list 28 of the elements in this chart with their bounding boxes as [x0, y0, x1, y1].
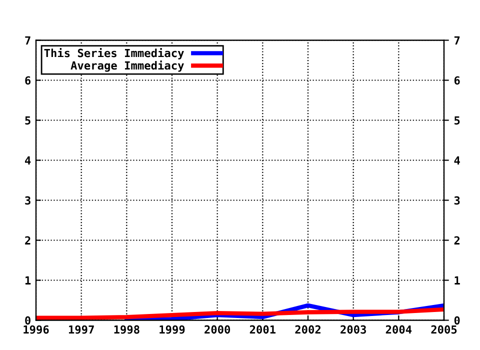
y-tick-label: 5 [25, 116, 30, 125]
x-tick-label: 1998 [114, 325, 140, 334]
y-tick-label: 6 [25, 76, 31, 85]
y-tick-label: 2 [25, 236, 30, 244]
x-tick-label: 1996 [24, 325, 49, 334]
y2-tick-label: 4 [454, 156, 460, 164]
legend-label: This Series Immediacy [44, 48, 184, 60]
y2-tick-label: 1 [454, 276, 460, 284]
y-tick-label: 4 [25, 156, 31, 164]
y2-tick-label: 3 [454, 196, 460, 205]
y-tick-label: 0 [25, 316, 30, 325]
y2-tick-label: 7 [454, 36, 460, 44]
y-tick-label: 3 [25, 196, 30, 205]
y2-tick-label: 6 [454, 76, 460, 85]
x-tick-label: 2002 [295, 325, 320, 334]
y-tick-label: 7 [25, 36, 30, 44]
x-tick-label: 2003 [340, 325, 366, 334]
y2-tick-label: 0 [454, 316, 460, 325]
x-tick-label: 2001 [250, 325, 276, 334]
x-tick-label: 2004 [386, 325, 412, 334]
y2-tick-label: 2 [454, 236, 460, 244]
y2-tick-label: 5 [454, 116, 460, 125]
x-tick-label: 1999 [160, 325, 185, 334]
legend-label: Average Immediacy [70, 60, 184, 72]
x-tick-label: 1997 [68, 325, 94, 334]
x-tick-label: 2000 [204, 325, 230, 334]
x-tick-label: 2005 [431, 325, 457, 334]
y-tick-label: 1 [25, 276, 31, 284]
